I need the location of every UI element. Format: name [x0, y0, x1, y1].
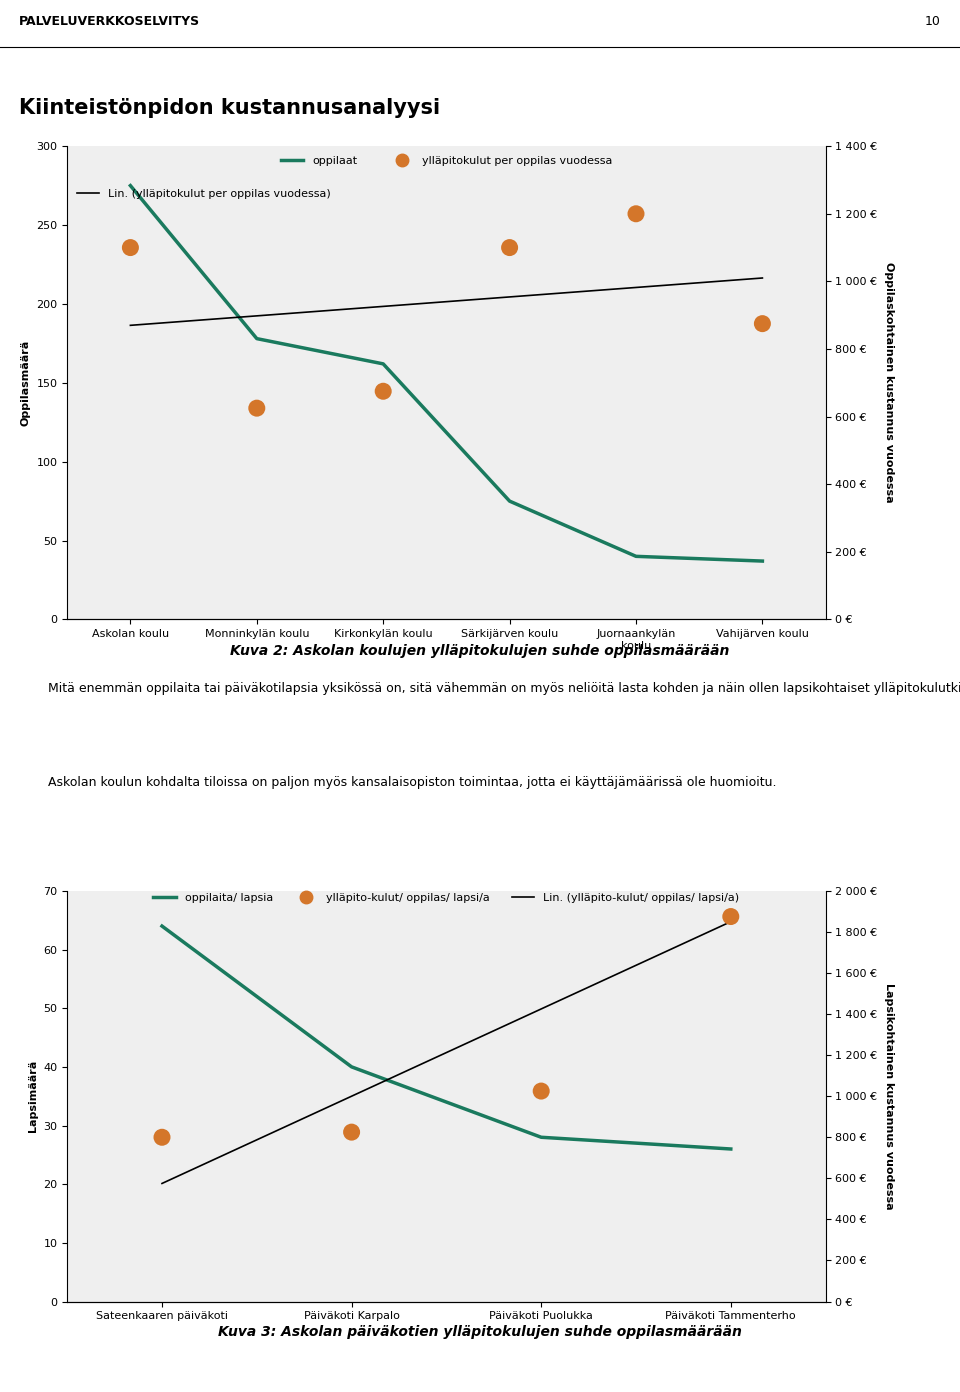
Text: Askolan koulun kohdalta tiloissa on paljon myös kansalaisopiston toimintaa, jott: Askolan koulun kohdalta tiloissa on palj…: [48, 777, 777, 789]
Text: Mitä enemmän oppilaita tai päiväkotilapsia yksikössä on, sitä vähemmän on myös n: Mitä enemmän oppilaita tai päiväkotilaps…: [48, 682, 960, 695]
Point: [755, 312, 770, 334]
Y-axis label: Lapsimäärä: Lapsimäärä: [28, 1061, 37, 1132]
Point: [250, 397, 265, 419]
Point: [344, 1121, 359, 1143]
Point: [534, 1080, 549, 1102]
Legend: oppilaita/ lapsia, ylläpito-kulut/ oppilas/ lapsi/a, Lin. (ylläpito-kulut/ oppil: oppilaita/ lapsia, ylläpito-kulut/ oppil…: [149, 888, 744, 908]
Text: Kiinteistönpidon kustannusanalyysi: Kiinteistönpidon kustannusanalyysi: [19, 99, 441, 118]
Y-axis label: Oppilaskohtainen kustannus vuodessa: Oppilaskohtainen kustannus vuodessa: [884, 263, 894, 503]
Point: [502, 237, 517, 259]
Text: Kuva 2: Askolan koulujen ylläpitokulujen suhde oppilasmäärään: Kuva 2: Askolan koulujen ylläpitokulujen…: [230, 643, 730, 658]
Point: [123, 237, 138, 259]
Point: [723, 905, 738, 927]
Point: [628, 203, 643, 226]
Point: [375, 380, 391, 402]
Text: PALVELUVERKKOSELVITYS: PALVELUVERKKOSELVITYS: [19, 15, 201, 28]
Text: Kuva 3: Askolan päiväkotien ylläpitokulujen suhde oppilasmäärään: Kuva 3: Askolan päiväkotien ylläpitokulu…: [218, 1325, 742, 1339]
Y-axis label: Lapsikohtainen kustannus vuodessa: Lapsikohtainen kustannus vuodessa: [884, 983, 894, 1210]
Text: 10: 10: [924, 15, 941, 28]
Point: [155, 1126, 170, 1148]
Y-axis label: Oppilasmäärä: Oppilasmäärä: [21, 340, 31, 426]
Legend: Lin. (ylläpitokulut per oppilas vuodessa): Lin. (ylläpitokulut per oppilas vuodessa…: [73, 185, 335, 203]
